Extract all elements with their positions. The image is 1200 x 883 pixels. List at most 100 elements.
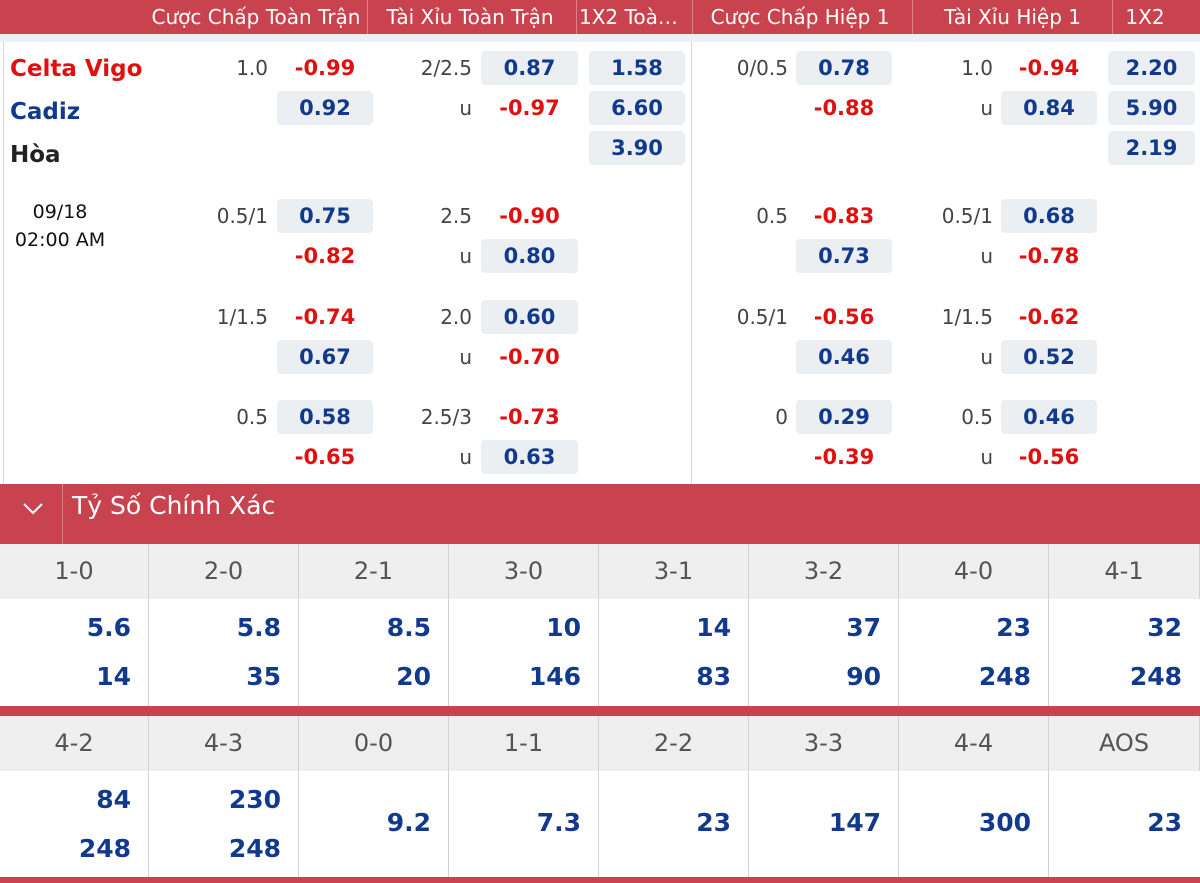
ft-ou-over-odds[interactable]: 0.87 xyxy=(481,51,578,85)
ft-hdp-line: 0.5 xyxy=(236,405,268,429)
score-odds-bottom[interactable]: 146 xyxy=(528,662,581,691)
h1-ou-over-odds[interactable]: -0.62 xyxy=(1018,305,1080,329)
score-odds[interactable]: 23 xyxy=(696,808,731,837)
score-column-divider xyxy=(448,599,449,706)
score-odds-top[interactable]: 5.6 xyxy=(86,613,131,642)
ft-hdp-away-odds[interactable]: 0.67 xyxy=(277,340,373,374)
match-date: 09/18 xyxy=(32,201,88,223)
header-h1-handicap[interactable]: Cược Chấp Hiệp 1 xyxy=(710,5,890,29)
ft-ou-line: 2.0 xyxy=(440,305,472,329)
score-odds[interactable]: 9.2 xyxy=(386,808,431,837)
h1-1x2-away-odds[interactable]: 5.90 xyxy=(1108,91,1195,125)
h1-hdp-away-odds[interactable]: -0.88 xyxy=(813,96,875,120)
h1-hdp-line: 0.5 xyxy=(756,204,788,228)
score-label: 0-0 xyxy=(299,716,449,771)
score-odds-bottom[interactable]: 248 xyxy=(978,662,1031,691)
h1-hdp-home-odds[interactable]: 0.78 xyxy=(796,51,892,85)
score-label: 4-3 xyxy=(149,716,299,771)
ft-hdp-home-odds[interactable]: 0.75 xyxy=(277,199,373,233)
h1-ou-over-odds[interactable]: -0.94 xyxy=(1018,56,1080,80)
h1-hdp-away-odds[interactable]: 0.46 xyxy=(796,340,892,374)
table-separator xyxy=(0,706,1200,716)
score-odds-bottom[interactable]: 35 xyxy=(246,662,281,691)
ft-ou-under-odds[interactable]: 0.80 xyxy=(481,239,578,273)
panel-border xyxy=(3,42,4,484)
ft-1x2-away-odds[interactable]: 6.60 xyxy=(589,91,685,125)
section-divider xyxy=(62,484,63,544)
score-odds-top[interactable]: 14 xyxy=(696,613,731,642)
score-column-divider xyxy=(148,771,149,877)
h1-ou-under-odds[interactable]: 0.84 xyxy=(1001,91,1097,125)
score-column-divider xyxy=(298,771,299,877)
correct-score-table-2: 4-2 4-3 0-0 1-1 2-2 3-3 4-4 AOS 84 248 230 248 9.2 7.… xyxy=(0,716,1200,877)
h1-hdp-away-odds[interactable]: 0.73 xyxy=(796,239,892,273)
score-odds[interactable]: 23 xyxy=(1147,808,1182,837)
ft-hdp-line: 0.5/1 xyxy=(216,204,268,228)
header-divider xyxy=(576,0,577,34)
header-h1-1x2[interactable]: 1X2 xyxy=(1125,5,1165,29)
score-odds-top[interactable]: 8.5 xyxy=(386,613,431,642)
ft-1x2-draw-odds[interactable]: 3.90 xyxy=(589,131,685,165)
chevron-down-icon[interactable] xyxy=(20,484,46,544)
draw-label: Hòa xyxy=(10,142,61,168)
h1-hdp-home-odds[interactable]: 0.29 xyxy=(796,400,892,434)
ft-hdp-home-odds[interactable]: 0.58 xyxy=(277,400,373,434)
score-odds-bottom[interactable]: 90 xyxy=(846,662,881,691)
market-header: Cược Chấp Toàn Trận Tài Xỉu Toàn Trận 1X… xyxy=(0,0,1200,34)
score-odds-top[interactable]: 5.8 xyxy=(236,613,281,642)
score-odds-top[interactable]: 84 xyxy=(96,785,131,814)
header-divider xyxy=(1112,0,1113,34)
ft-ou-under-odds[interactable]: 0.63 xyxy=(481,440,578,474)
ft-hdp-home-odds[interactable]: -0.99 xyxy=(294,56,356,80)
correct-score-section-header[interactable]: Tỷ Số Chính Xác xyxy=(0,484,1200,544)
score-label: 4-1 xyxy=(1049,544,1200,599)
h1-ou-under-odds[interactable]: -0.56 xyxy=(1018,445,1080,469)
score-odds-top[interactable]: 230 xyxy=(228,785,281,814)
h1-hdp-home-odds[interactable]: -0.56 xyxy=(813,305,875,329)
ft-ou-under-odds[interactable]: -0.70 xyxy=(499,345,560,369)
h1-hdp-away-odds[interactable]: -0.39 xyxy=(813,445,875,469)
score-odds-top[interactable]: 32 xyxy=(1147,613,1182,642)
ft-hdp-home-odds[interactable]: -0.74 xyxy=(294,305,356,329)
h1-ou-over-odds[interactable]: 0.68 xyxy=(1001,199,1097,233)
score-odds-bottom[interactable]: 20 xyxy=(396,662,431,691)
ft-ou-line: 2/2.5 xyxy=(420,56,472,80)
h1-hdp-home-odds[interactable]: -0.83 xyxy=(813,204,875,228)
score-odds-bottom[interactable]: 248 xyxy=(1129,662,1182,691)
ft-ou-over-odds[interactable]: 0.60 xyxy=(481,300,578,334)
score-odds-bottom[interactable]: 14 xyxy=(96,662,131,691)
ft-hdp-away-odds[interactable]: 0.92 xyxy=(277,91,373,125)
score-odds[interactable]: 147 xyxy=(828,808,881,837)
ft-ou-under-odds[interactable]: -0.97 xyxy=(499,96,560,120)
ft-ou-over-odds[interactable]: -0.73 xyxy=(499,405,560,429)
under-label: u xyxy=(980,345,993,369)
ft-ou-over-odds[interactable]: -0.90 xyxy=(499,204,560,228)
ft-hdp-away-odds[interactable]: -0.82 xyxy=(294,244,356,268)
score-label: 3-1 xyxy=(599,544,749,599)
h1-1x2-home-odds[interactable]: 2.20 xyxy=(1108,51,1195,85)
score-header-row: 4-2 4-3 0-0 1-1 2-2 3-3 4-4 AOS xyxy=(0,716,1200,771)
score-odds-bottom[interactable]: 248 xyxy=(228,834,281,863)
header-ft-handicap[interactable]: Cược Chấp Toàn Trận xyxy=(151,5,361,29)
score-odds-top[interactable]: 23 xyxy=(996,613,1031,642)
header-h1-over-under[interactable]: Tài Xỉu Hiệp 1 xyxy=(943,5,1082,29)
score-odds-top[interactable]: 37 xyxy=(846,613,881,642)
h1-ou-under-odds[interactable]: 0.52 xyxy=(1001,340,1097,374)
h1-ou-under-odds[interactable]: -0.78 xyxy=(1018,244,1080,268)
score-odds[interactable]: 7.3 xyxy=(536,808,581,837)
odds-panel: Celta Vigo Cadiz Hòa 09/18 02:00 AM 1.0 -… xyxy=(0,42,1200,484)
header-ft-over-under[interactable]: Tài Xỉu Toàn Trận xyxy=(386,5,554,29)
ft-hdp-away-odds[interactable]: -0.65 xyxy=(294,445,356,469)
h1-ou-over-odds[interactable]: 0.46 xyxy=(1001,400,1097,434)
score-column-divider xyxy=(148,599,149,706)
h1-1x2-draw-odds[interactable]: 2.19 xyxy=(1108,131,1195,165)
header-ft-1x2[interactable]: 1X2 Toàn Trận xyxy=(579,5,689,29)
score-odds[interactable]: 300 xyxy=(978,808,1031,837)
score-odds-top[interactable]: 10 xyxy=(546,613,581,642)
score-odds-bottom[interactable]: 83 xyxy=(696,662,731,691)
score-label: 3-3 xyxy=(749,716,899,771)
score-label: 2-0 xyxy=(149,544,299,599)
score-odds-bottom[interactable]: 248 xyxy=(78,834,131,863)
ft-1x2-home-odds[interactable]: 1.58 xyxy=(589,51,685,85)
header-divider xyxy=(367,0,368,34)
